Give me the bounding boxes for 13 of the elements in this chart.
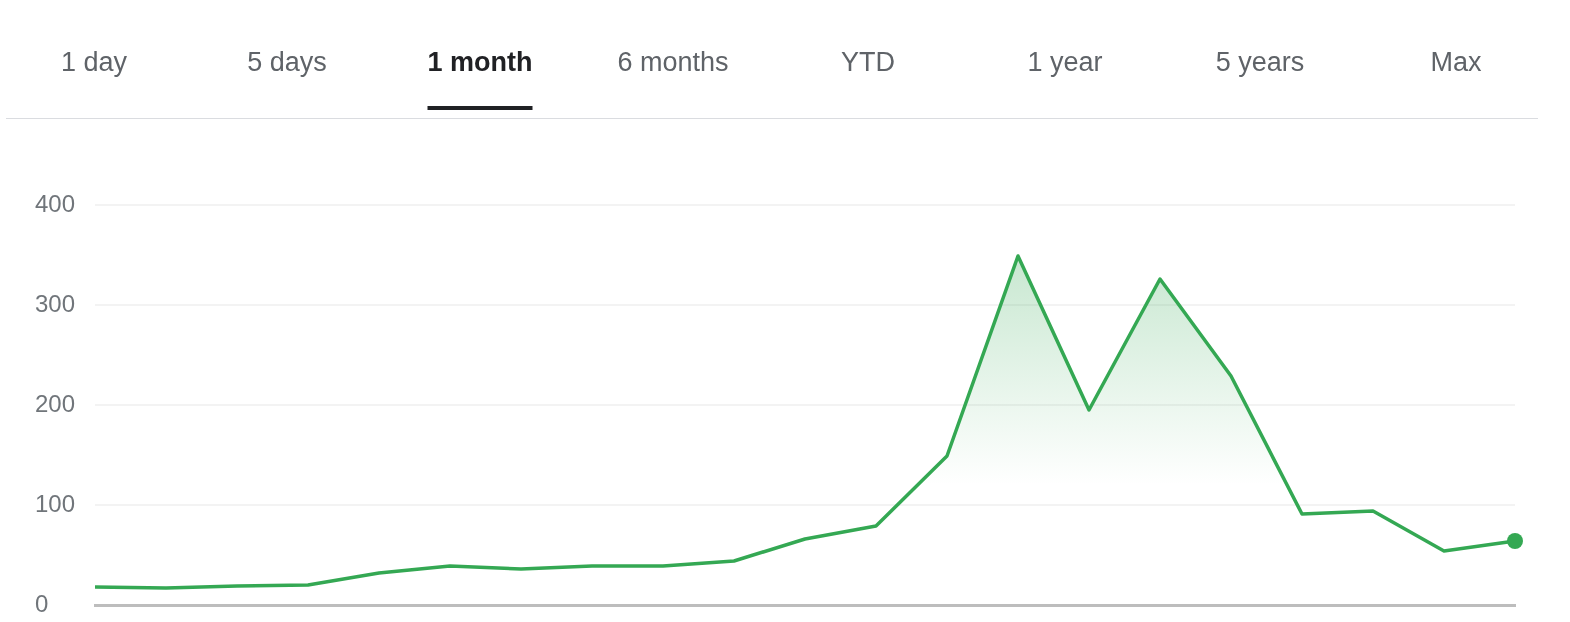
- text: 1 year: [1027, 47, 1103, 78]
- y-tick-label: 0: [35, 589, 49, 617]
- y-tick-label: 100: [35, 489, 76, 517]
- text: 5 days: [247, 47, 327, 78]
- text: Max: [1430, 47, 1482, 78]
- text: YTD: [841, 47, 895, 78]
- y-tick-label: 200: [35, 389, 76, 417]
- text: 1 month: [427, 47, 533, 78]
- text: 1 day: [60, 47, 128, 78]
- y-tick-label: 400: [35, 189, 76, 217]
- text: 6 months: [617, 47, 729, 78]
- text: 5 years: [1215, 47, 1305, 78]
- y-tick-label: 300: [35, 289, 76, 317]
